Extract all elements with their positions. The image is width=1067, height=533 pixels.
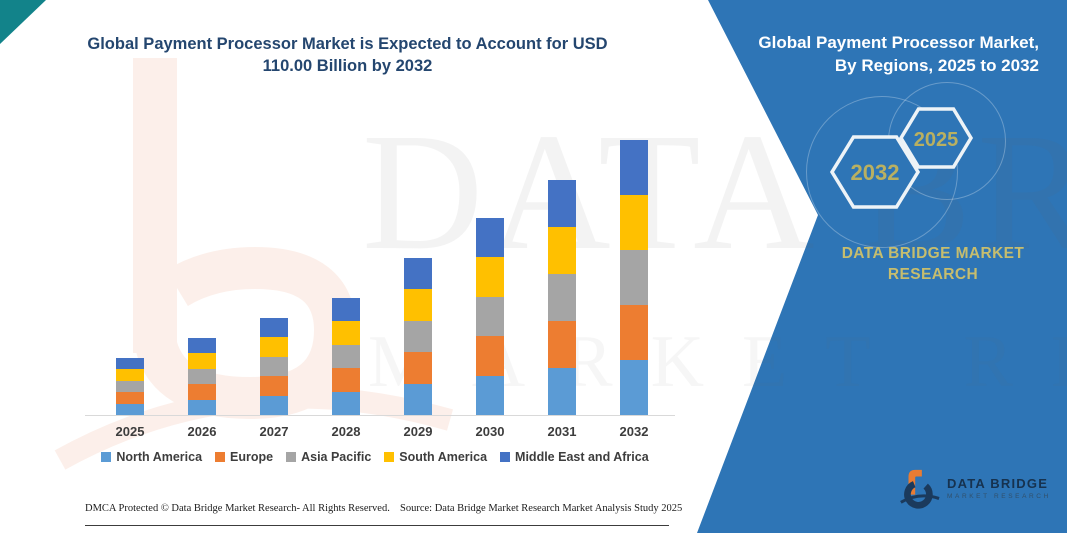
bar-segment-north-america <box>548 368 576 415</box>
brand-text: DATA BRIDGE MARKET RESEARCH <box>841 245 1025 283</box>
legend-label-south-america: South America <box>399 450 488 464</box>
bar-segment-asia-pacific <box>548 274 576 321</box>
legend-label-asia-pacific: Asia Pacific <box>301 450 372 464</box>
stacked-bar-2030 <box>476 217 504 415</box>
legend-swatch-asia-pacific <box>286 452 297 462</box>
legend-swatch-north-america <box>101 452 112 462</box>
bar-segment-asia-pacific <box>620 250 648 305</box>
x-axis-label-2032: 2032 <box>619 424 649 439</box>
x-axis-label-2031: 2031 <box>547 424 577 439</box>
badge-year-2032: 2032 <box>851 160 900 185</box>
bar-column-2026 <box>166 139 238 415</box>
bar-column-2031 <box>526 139 598 415</box>
badge-hexagon-2025 <box>898 107 974 169</box>
databridge-logo: DATA BRIDGE MARKET RESEARCH <box>898 466 1051 510</box>
bar-column-2029 <box>382 139 454 415</box>
legend-swatch-middle-east-and-africa <box>500 452 511 462</box>
bar-segment-middle-east-and-africa <box>260 317 288 337</box>
bar-segment-south-america <box>548 227 576 274</box>
bar-segment-south-america <box>620 195 648 250</box>
stacked-bar-2031 <box>548 180 576 415</box>
bar-segment-middle-east-and-africa <box>116 357 144 369</box>
bar-segment-north-america <box>332 391 360 415</box>
bar-column-2032 <box>598 139 670 415</box>
bar-column-2025 <box>94 139 166 415</box>
bar-segment-asia-pacific <box>476 296 504 336</box>
legend-item-middle-east-and-africa: Middle East and Africa <box>500 450 649 464</box>
bar-segment-north-america <box>404 383 432 415</box>
bar-segment-south-america <box>188 353 216 369</box>
stacked-bar-2032 <box>620 140 648 415</box>
bar-segment-middle-east-and-africa <box>620 140 648 195</box>
bar-column-2030 <box>454 139 526 415</box>
databridge-logo-icon <box>900 469 940 509</box>
bar-segment-middle-east-and-africa <box>476 217 504 257</box>
x-axis-label-2029: 2029 <box>403 424 433 439</box>
bar-segment-south-america <box>404 289 432 321</box>
badge-year-2025: 2025 <box>914 129 959 151</box>
legend-item-europe: Europe <box>215 450 273 464</box>
bar-segment-middle-east-and-africa <box>332 297 360 321</box>
year-badges: 2025 2032 <box>829 107 974 209</box>
bar-segment-north-america <box>260 395 288 415</box>
stacked-bar-2026 <box>188 337 216 415</box>
bar-segment-europe <box>260 376 288 396</box>
footer-divider-line <box>85 525 669 526</box>
bar-segment-asia-pacific <box>188 368 216 384</box>
bar-segment-asia-pacific <box>260 356 288 376</box>
bar-segment-south-america <box>332 321 360 345</box>
side-panel-title: Global Payment Processor Market, By Regi… <box>758 33 1039 75</box>
bar-segment-middle-east-and-africa <box>404 257 432 289</box>
legend-swatch-south-america <box>384 452 395 462</box>
bar-segment-europe <box>116 392 144 404</box>
bar-segment-europe <box>188 384 216 400</box>
x-axis-labels: 2025 2026 2027 2028 2029 2030 2031 2032 <box>94 424 670 439</box>
bar-segment-asia-pacific <box>332 344 360 368</box>
bar-segment-asia-pacific <box>116 380 144 392</box>
legend-item-asia-pacific: Asia Pacific <box>286 450 371 464</box>
legend-label-north-america: North America <box>116 450 203 464</box>
bar-segment-north-america <box>476 375 504 415</box>
bar-segment-north-america <box>116 403 144 415</box>
stacked-bar-2025 <box>116 357 144 415</box>
legend-label-europe: Europe <box>230 450 274 464</box>
x-axis-label-2028: 2028 <box>331 424 361 439</box>
footer-dmca-text: DMCA Protected © Data Bridge Market Rese… <box>85 503 390 514</box>
x-axis-label-2027: 2027 <box>259 424 289 439</box>
stacked-bar-chart <box>94 139 670 415</box>
stacked-bar-2029 <box>404 257 432 415</box>
bar-segment-europe <box>404 352 432 384</box>
bar-segment-europe <box>548 321 576 368</box>
bar-segment-south-america <box>476 257 504 297</box>
bar-column-2027 <box>238 139 310 415</box>
logo-tagline: MARKET RESEARCH <box>947 493 1051 500</box>
bar-segment-north-america <box>620 360 648 415</box>
legend-swatch-europe <box>215 452 226 462</box>
footer-source-text: Source: Data Bridge Market Research Mark… <box>400 503 683 514</box>
bar-segment-middle-east-and-africa <box>188 337 216 353</box>
bar-segment-europe <box>476 336 504 376</box>
legend-item-north-america: North America <box>101 450 202 464</box>
bar-segment-asia-pacific <box>404 320 432 352</box>
stacked-bar-2028 <box>332 297 360 415</box>
chart-headline: Global Payment Processor Market is Expec… <box>87 35 608 75</box>
chart-legend: North America Europe Asia Pacific South Ame… <box>70 450 680 464</box>
bar-segment-south-america <box>260 337 288 357</box>
logo-name: DATA BRIDGE <box>947 476 1049 491</box>
x-axis-label-2026: 2026 <box>187 424 217 439</box>
stacked-bar-2027 <box>260 317 288 415</box>
x-axis-label-2030: 2030 <box>475 424 505 439</box>
legend-label-middle-east-and-africa: Middle East and Africa <box>515 450 649 464</box>
bar-segment-south-america <box>116 369 144 381</box>
bar-segment-europe <box>620 305 648 360</box>
badge-hexagon-2032 <box>829 135 921 209</box>
x-axis-label-2025: 2025 <box>115 424 145 439</box>
bar-segment-middle-east-and-africa <box>548 180 576 227</box>
bar-segment-europe <box>332 368 360 392</box>
legend-item-south-america: South America <box>384 450 487 464</box>
bar-segment-north-america <box>188 399 216 415</box>
bar-column-2028 <box>310 139 382 415</box>
x-axis-line <box>85 415 675 416</box>
